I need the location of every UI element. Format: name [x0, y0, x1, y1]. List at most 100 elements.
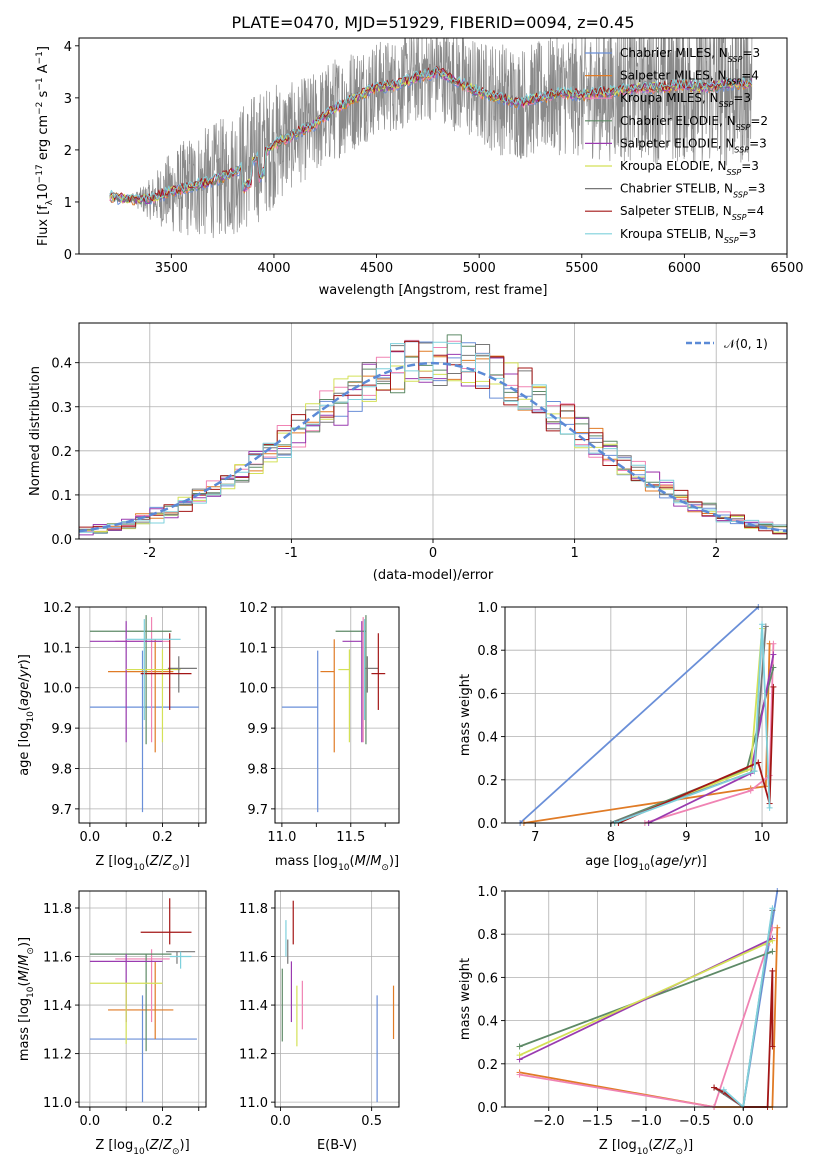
- y-tick-label: 11.8: [239, 902, 268, 917]
- mass-vs-reddening-plot: 0.0 0.5 11.0 11.2 11.4 11.6 11.8 E(B-V): [239, 890, 400, 1153]
- x-axis-label: age [log10(age/yr)]: [585, 854, 707, 873]
- axes-frame: [78, 37, 788, 255]
- y-tick-label: 0.0: [477, 817, 498, 832]
- y-tick-label: 9.7: [51, 803, 72, 818]
- x-tick-label: 4000: [257, 261, 290, 276]
- x-tick-label: 0.2: [152, 1114, 173, 1129]
- y-tick-label: 10.1: [239, 641, 268, 656]
- x-tick-label: -2: [143, 546, 156, 561]
- legend-entry-8: Salpeter STELIB, NSSP=4: [620, 204, 764, 222]
- y-tick-label: 11.2: [239, 1048, 268, 1063]
- y-axis-label: mass weight: [458, 674, 473, 756]
- y-tick-label: 0.8: [477, 644, 498, 659]
- x-tick-label: 5000: [463, 261, 496, 276]
- spectrum-plot: 3500 4000 4500 5000 5500 6000 6500 0 1 2 3 4 wavelen…: [35, 37, 804, 298]
- x-axis-label: Z [log10(Z/Z⊙)]: [95, 1138, 189, 1157]
- y-tick-label: 0: [64, 248, 72, 263]
- mass-weight-line-9: [614, 623, 771, 824]
- x-tick-label: 3500: [155, 261, 188, 276]
- x-tick-label: 11.0: [267, 830, 296, 845]
- age-vs-mass-plot: 11.0 11.5 9.7 9.8 9.9 10.0 10.1 10.2 mass [log10…: [239, 601, 400, 873]
- y-tick-label: 0.8: [477, 928, 498, 943]
- y-tick-label: 11.4: [43, 999, 72, 1014]
- x-tick-label: 0.0: [270, 1114, 291, 1129]
- axes-frame: [274, 890, 400, 1108]
- y-axis-label: mass weight: [458, 958, 473, 1040]
- y-tick-label: 10.2: [239, 601, 268, 616]
- y-axis-label: Normed distribution: [28, 366, 43, 496]
- x-axis-label: E(B-V): [317, 1138, 357, 1153]
- axes-frame: [274, 606, 400, 824]
- y-tick-label: 3: [64, 92, 72, 107]
- y-axis-label: age [log10(age/yr)]: [17, 654, 36, 776]
- y-tick-label: 11.8: [43, 902, 72, 917]
- x-tick-label: 6500: [770, 261, 803, 276]
- x-tick-label: 7: [531, 830, 539, 845]
- x-axis-label: (data-model)/error: [373, 568, 494, 583]
- y-tick-label: 0.4: [51, 357, 72, 372]
- y-tick-label: 0.3: [51, 401, 72, 416]
- y-tick-label: 10.2: [43, 601, 72, 616]
- error-bars: [281, 615, 386, 813]
- x-tick-label: 2: [712, 546, 720, 561]
- legend-entry-5: Salpeter ELODIE, NSSP=3: [620, 136, 767, 154]
- y-tick-label: 9.8: [247, 762, 268, 777]
- y-tick-label: 0.2: [477, 1058, 498, 1073]
- observed-spectrum-line: [109, 38, 753, 239]
- x-axis-label: mass [log10(M/M⊙)]: [275, 854, 399, 873]
- legend-entry-4: Chabrier ELODIE, NSSP=2: [620, 114, 768, 132]
- y-tick-label: 11.2: [43, 1048, 72, 1063]
- mass-vs-metallicity-plot: 0.0 0.2 11.0 11.2 11.4 11.6 11.8 Z [log10(Z/Z⊙)…: [17, 890, 207, 1157]
- age-vs-metallicity-plot: 0.0 0.2 9.7 9.8 9.9 10.0 10.1 10.2 Z [log10(Z/Z⊙…: [17, 601, 207, 873]
- massweight-vs-metallicity-plot: −2.0 −1.5 −1.0 −0.5 0.0 0.0 0.2 0.4 0.6 0.8 1.0 Z […: [458, 885, 788, 1157]
- y-tick-label: 0.0: [477, 1101, 498, 1116]
- y-tick-label: 1: [64, 196, 72, 211]
- error-bars: [281, 900, 395, 1103]
- y-tick-label: 11.6: [239, 951, 268, 966]
- error-bars: [89, 615, 199, 813]
- y-tick-label: 10.0: [239, 682, 268, 697]
- x-tick-label: 0.0: [733, 1114, 754, 1129]
- x-tick-label: 0.0: [80, 1114, 101, 1129]
- y-tick-label: 0.1: [51, 489, 72, 504]
- axes-frame: [78, 890, 207, 1108]
- mass-weight-line-3: [519, 927, 774, 1108]
- mass-weight-line-8: [618, 686, 775, 824]
- legend-entry-7: Chabrier STELIB, NSSP=3: [620, 182, 765, 200]
- x-tick-label: −0.5: [679, 1114, 711, 1129]
- y-tick-label: 0.4: [477, 731, 498, 746]
- y-tick-label: 2: [64, 144, 72, 159]
- x-tick-label: 11.5: [336, 830, 365, 845]
- y-tick-label: 9.9: [247, 722, 268, 737]
- y-tick-label: 0.6: [477, 971, 498, 986]
- axes-frame: [78, 606, 207, 824]
- massweight-vs-age-plot: 7 8 9 10 0.0 0.2 0.4 0.6 0.8 1.0 age [log10(age/yr…: [458, 601, 788, 873]
- residuals-histogram: -2 -1 0 1 2 0.0 0.1 0.2 0.3 0.4 (data-model)/error…: [28, 322, 788, 583]
- x-tick-label: 0: [429, 546, 437, 561]
- mass-weight-line-9: [723, 908, 774, 1108]
- y-tick-label: 10.1: [43, 641, 72, 656]
- x-axis-label: wavelength [Angstrom, rest frame]: [319, 283, 548, 298]
- x-tick-label: -1: [285, 546, 298, 561]
- x-tick-label: 10: [754, 830, 771, 845]
- y-tick-label: 1.0: [477, 885, 498, 900]
- x-tick-label: 8: [607, 830, 615, 845]
- y-tick-label: 4: [64, 40, 72, 55]
- mass-weight-line-3: [644, 643, 775, 824]
- y-tick-label: 11.0: [239, 1096, 268, 1111]
- y-axis-label: mass [log10(M/M⊙)]: [17, 937, 36, 1061]
- y-tick-label: 0.2: [477, 774, 498, 789]
- legend-entry-3: Kroupa MILES, NSSP=3: [620, 91, 751, 109]
- error-bars: [89, 898, 197, 1103]
- x-axis-label: Z [log10(Z/Z⊙)]: [95, 854, 189, 873]
- mass-weight-line-1: [519, 606, 759, 824]
- x-tick-label: 0.5: [361, 1114, 382, 1129]
- y-tick-label: 10.0: [43, 682, 72, 697]
- x-tick-label: 5500: [565, 261, 598, 276]
- x-tick-label: −1.5: [582, 1114, 614, 1129]
- y-tick-label: 9.7: [247, 803, 268, 818]
- y-tick-label: 11.0: [43, 1096, 72, 1111]
- y-tick-label: 0.0: [51, 533, 72, 548]
- x-axis-label: Z [log10(Z/Z⊙)]: [599, 1138, 693, 1157]
